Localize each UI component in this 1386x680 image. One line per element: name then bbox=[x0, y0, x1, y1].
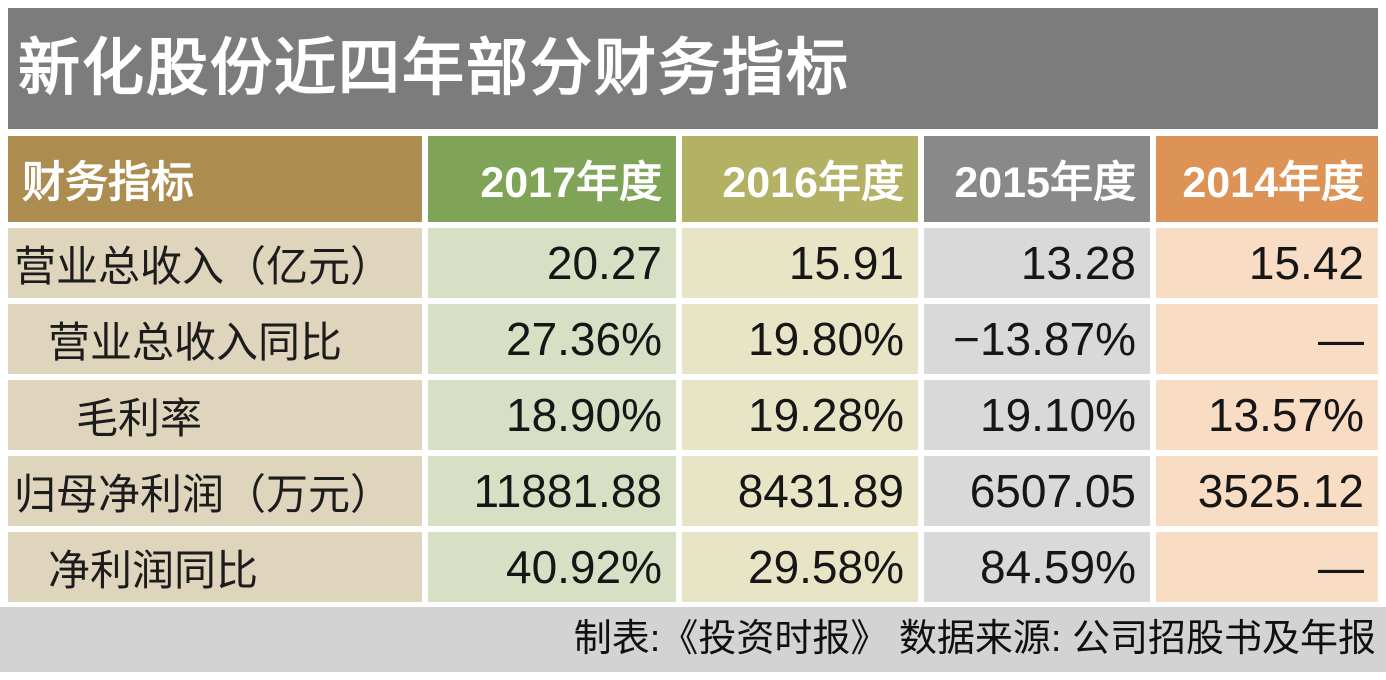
value-revenue-yoy-2014: — bbox=[1156, 304, 1378, 374]
value-gross-margin-2016: 19.28% bbox=[682, 380, 918, 450]
value-net-profit-yoy-2017: 40.92% bbox=[428, 532, 676, 602]
header-cell-indicator: 财务指标 bbox=[8, 136, 422, 222]
row-label-revenue: 营业总收入（亿元） bbox=[8, 228, 422, 298]
row-label-revenue-yoy: 营业总收入同比 bbox=[8, 304, 422, 374]
row-label-net-profit: 归母净利润（万元） bbox=[8, 456, 422, 526]
value-gross-margin-2017: 18.90% bbox=[428, 380, 676, 450]
row-label-gross-margin: 毛利率 bbox=[8, 380, 422, 450]
value-revenue-2014: 15.42 bbox=[1156, 228, 1378, 298]
value-revenue-2016: 15.91 bbox=[682, 228, 918, 298]
value-net-profit-2015: 6507.05 bbox=[924, 456, 1150, 526]
value-net-profit-yoy-2016: 29.58% bbox=[682, 532, 918, 602]
value-gross-margin-2014: 13.57% bbox=[1156, 380, 1378, 450]
value-net-profit-2016: 8431.89 bbox=[682, 456, 918, 526]
row-label-net-profit-yoy: 净利润同比 bbox=[8, 532, 422, 602]
value-net-profit-2014: 3525.12 bbox=[1156, 456, 1378, 526]
value-net-profit-yoy-2015: 84.59% bbox=[924, 532, 1150, 602]
value-revenue-2015: 13.28 bbox=[924, 228, 1150, 298]
financial-table: 财务指标 2017年度 2016年度 2015年度 2014年度 营业总收入（亿… bbox=[8, 136, 1378, 602]
value-revenue-yoy-2016: 19.80% bbox=[682, 304, 918, 374]
value-gross-margin-2015: 19.10% bbox=[924, 380, 1150, 450]
header-cell-year-2015: 2015年度 bbox=[924, 136, 1150, 222]
value-revenue-2017: 20.27 bbox=[428, 228, 676, 298]
page-title: 新化股份近四年部分财务指标 bbox=[8, 8, 1378, 129]
source-note: 制表:《投资时报》 数据来源: 公司招股书及年报 bbox=[0, 607, 1386, 672]
header-cell-year-2016: 2016年度 bbox=[682, 136, 918, 222]
value-revenue-yoy-2015: −13.87% bbox=[924, 304, 1150, 374]
header-cell-year-2014: 2014年度 bbox=[1156, 136, 1378, 222]
value-revenue-yoy-2017: 27.36% bbox=[428, 304, 676, 374]
header-cell-year-2017: 2017年度 bbox=[428, 136, 676, 222]
value-net-profit-yoy-2014: — bbox=[1156, 532, 1378, 602]
value-net-profit-2017: 11881.88 bbox=[428, 456, 676, 526]
